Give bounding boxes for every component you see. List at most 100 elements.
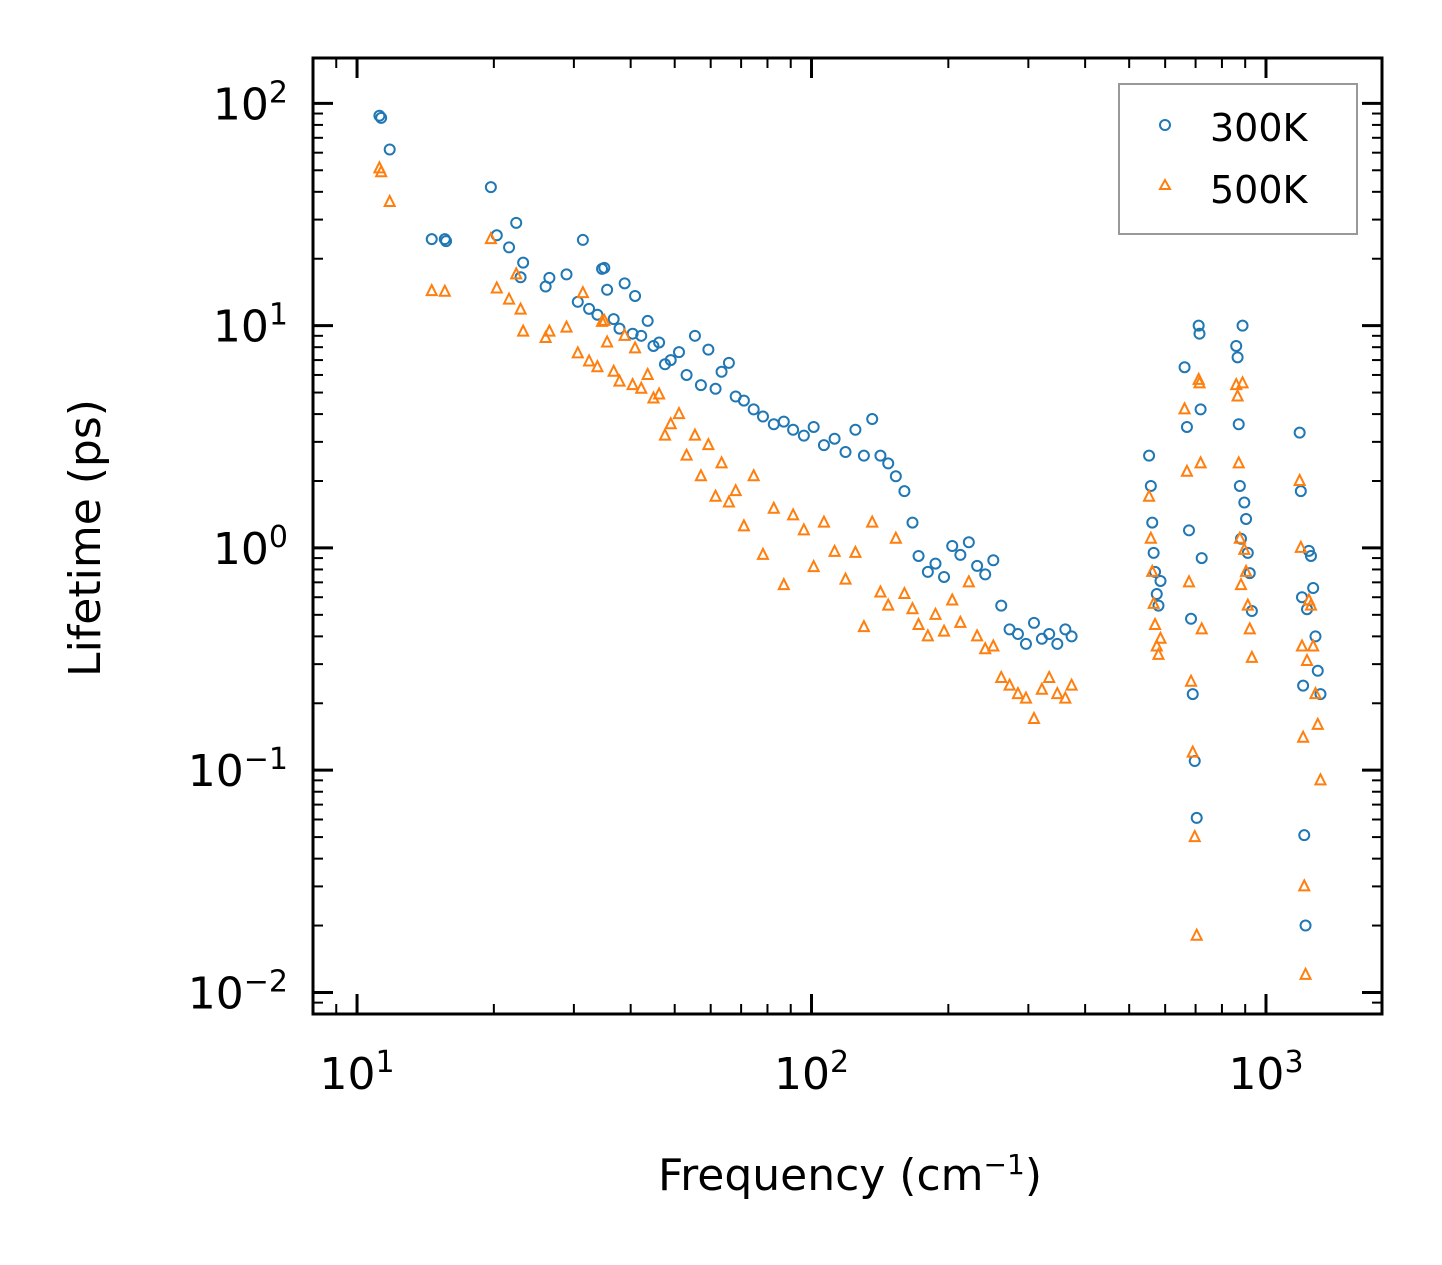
data-point-500K [628,340,642,354]
data-point-300K [1232,418,1245,431]
y-tick-label-exponent: 2 [269,75,288,110]
legend-label-500K: 500K [1210,168,1309,212]
data-point-300K [715,365,728,378]
data-point-500K [928,606,943,620]
data-point-500K [484,230,498,245]
series-500K [372,160,1328,980]
y-tick-label: 102 [213,75,288,131]
data-point-300K [906,516,919,529]
data-point-500K [1235,375,1250,389]
data-point-300K [709,382,722,395]
data-point-500K [962,574,976,588]
data-point-500K [827,543,842,557]
data-point-300K [635,329,648,342]
x-axis-title-close: ) [1025,1150,1042,1201]
data-point-500K [1192,375,1207,389]
data-point-300K [979,568,992,581]
data-point-500K [1308,685,1323,700]
y-tick-label-exponent: 1 [269,297,288,332]
y-tick-label-base: 10 [213,302,269,353]
data-point-300K [1307,582,1320,595]
data-point-500K [1148,616,1162,630]
data-point-500K [679,447,694,461]
data-point-500K [618,327,632,341]
data-point-500K [1297,878,1311,892]
data-point-500K [1195,621,1209,635]
data-point-300K [680,368,693,381]
data-point-500K [970,628,984,642]
data-point-500K [756,546,770,560]
data-point-500K [1050,685,1064,700]
data-point-500K [848,544,863,558]
data-point-300K [995,599,1008,612]
data-point-500K [1306,638,1320,652]
data-point-300K [583,302,596,315]
x-axis-title-superscript: −1 [984,1148,1025,1181]
data-point-300K [874,449,887,462]
data-point-500K [658,427,672,441]
data-point-500K [722,494,736,508]
data-point-300K [756,410,769,423]
data-point-500K [937,623,951,637]
data-point-300K [987,554,1000,567]
data-point-500K [708,488,723,502]
data-point-500K [1144,530,1158,544]
x-tick-label-exponent: 2 [830,1045,849,1080]
data-point-300K [1152,599,1165,612]
data-point-500K [1142,488,1156,502]
data-point-300K [673,346,685,359]
data-point-300K [517,256,530,269]
plot-frame [311,56,1384,1016]
data-point-300K [866,413,879,426]
data-point-300K [797,429,810,442]
data-point-300K [1243,567,1256,580]
data-point-500K [688,427,702,441]
data-point-500K [889,530,903,544]
data-point-300K [1190,811,1203,824]
data-point-300K [1011,627,1024,640]
data-point-500K [1233,530,1247,544]
data-point-300K [1185,612,1198,625]
data-point-300K [1238,496,1251,509]
data-point-300K [1230,339,1243,352]
data-point-500K [516,323,530,337]
data-point-500K [1193,455,1208,469]
data-point-300K [1231,351,1244,364]
data-point-300K [1294,485,1307,498]
data-point-500K [509,266,523,280]
data-point-500K [1184,673,1198,687]
data-point-300K [1304,549,1317,562]
data-point-300K [1154,574,1167,587]
x-tick-label: 103 [1228,1045,1303,1101]
data-point-300K [510,216,523,229]
data-point-500K [767,500,781,514]
data-point-500K [600,334,614,348]
data-point-300K [817,439,830,452]
data-point-500K [1300,652,1314,666]
data-point-300K [1194,403,1207,416]
data-point-500K [1182,574,1196,588]
data-point-300K [1195,552,1208,565]
data-point-500K [986,638,1000,652]
data-point-300K [777,415,790,428]
data-point-500K [1234,576,1248,591]
data-point-500K [873,584,888,598]
data-point-500K [641,366,655,380]
data-point-500K [502,291,516,305]
data-point-500K [714,455,729,469]
data-point-500K [747,468,761,482]
data-point-500K [1035,681,1049,695]
data-point-500K [1153,630,1168,644]
data-point-500K [1188,828,1202,843]
data-point-300K [857,449,870,462]
data-point-300K [1147,546,1160,559]
data-point-300K [1043,627,1056,640]
x-tick-label: 101 [319,1045,394,1101]
data-point-300K [1193,327,1206,340]
data-point-300K [373,109,386,122]
data-point-500K [905,600,920,615]
data-point-500K [425,282,439,297]
data-point-300K [1051,637,1064,650]
data-point-300K [889,470,902,483]
